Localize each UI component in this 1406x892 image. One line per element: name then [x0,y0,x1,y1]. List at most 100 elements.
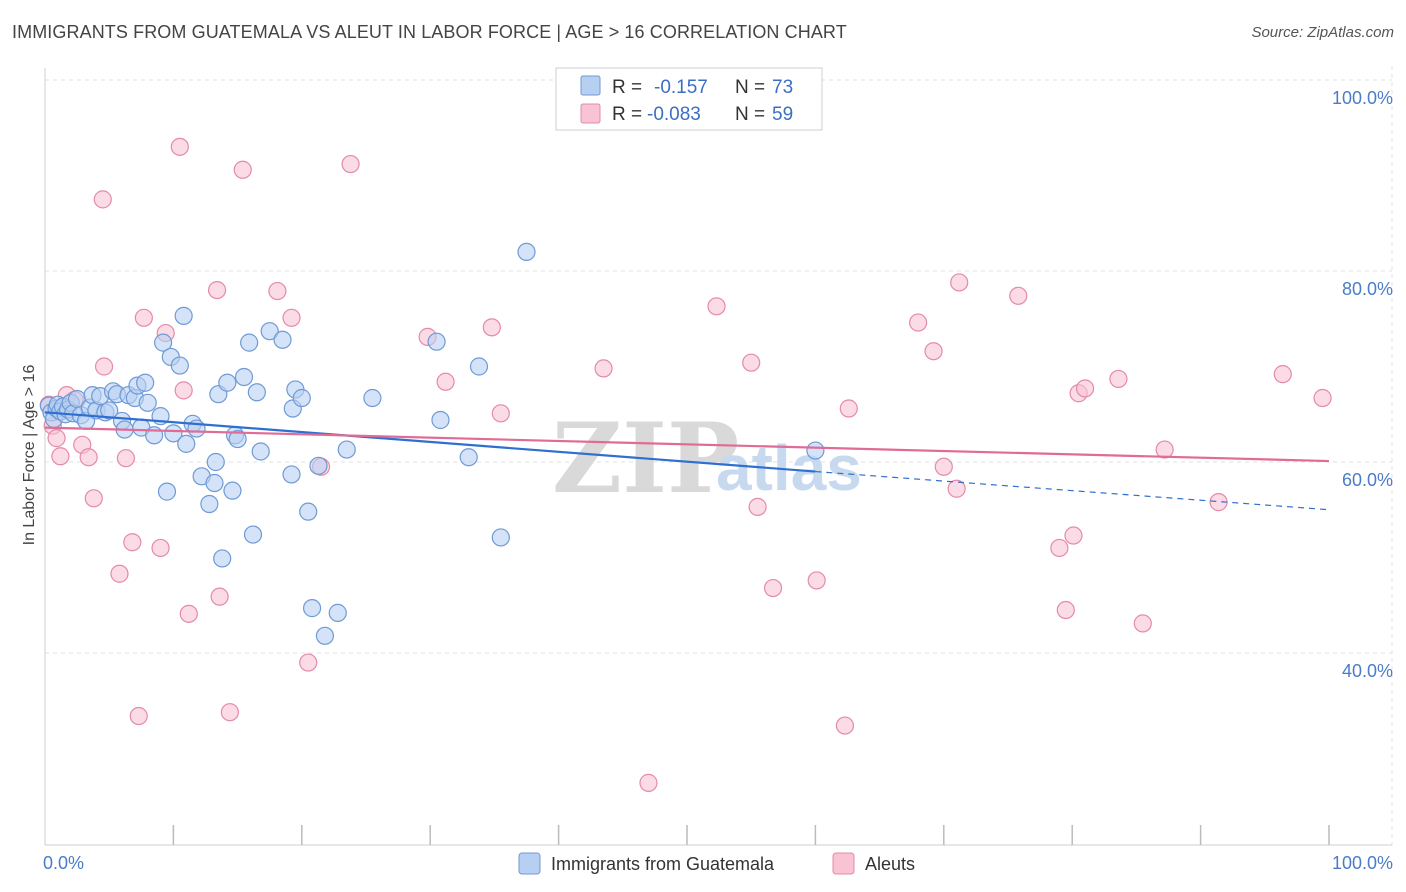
point-aleut-7 [79,448,98,467]
point-guatemala-71 [459,448,478,467]
series-legend-label-2: Aleuts [865,854,915,874]
legend-n-label-1: N = [735,77,765,98]
point-aleut-45 [934,457,953,476]
point-guatemala-54 [247,383,266,402]
point-aleut-9 [93,190,112,209]
point-guatemala-66 [328,603,347,622]
point-guatemala-68 [363,388,382,408]
point-guatemala-48 [223,481,242,500]
point-aleut-59 [1313,388,1332,408]
trendline-aleut [44,426,1330,463]
point-aleut-44 [924,342,943,361]
point-aleut-35 [639,773,658,792]
point-aleut-42 [839,399,858,418]
series-legend-swatch-blue [518,852,541,875]
point-aleut-2 [47,429,66,448]
y-tick-label-0: 100.0% [1332,88,1393,108]
point-guatemala-42 [200,494,219,514]
point-guatemala-36 [170,356,189,375]
watermark-atlas: atlas [716,432,862,504]
source-note: Source: ZipAtlas.com [1251,24,1394,41]
point-guatemala-53 [243,525,263,544]
point-guatemala-43 [205,473,224,493]
point-guatemala-57 [273,330,292,349]
point-guatemala-37 [174,306,193,325]
y-axis-label: In Labor Force | Age > 16 [21,365,38,546]
series-legend-label-1: Immigrants from Guatemala [551,854,775,874]
point-aleut-13 [123,533,142,552]
point-aleut-49 [1050,538,1069,558]
point-aleut-55 [1133,614,1152,633]
point-aleut-20 [179,604,198,623]
point-aleut-10 [94,357,114,376]
point-aleut-40 [807,571,826,590]
y-tick-label-3: 40.0% [1342,661,1393,681]
point-aleut-16 [151,538,170,558]
legend-r-value-2: -0.083 [647,104,701,125]
point-aleut-51 [1064,526,1083,545]
point-guatemala-46 [213,549,232,568]
point-aleut-15 [134,308,153,327]
trend-layer [44,411,1330,511]
legend-swatch-blue [580,75,601,96]
point-aleut-29 [341,154,360,174]
point-guatemala-32 [154,333,173,352]
point-aleut-21 [207,281,227,300]
legend-n-label-2: N = [735,104,765,125]
trendline-guatemala [44,411,816,473]
x-tick-label-1: 100.0% [1332,853,1393,873]
point-guatemala-69 [427,332,446,351]
point-aleut-48 [1009,286,1028,305]
point-guatemala-74 [517,242,536,261]
series-legend: Immigrants from Guatemala Aleuts [518,852,915,875]
point-guatemala-50 [228,429,247,449]
axis-layer: 100.0% 80.0% 60.0% 40.0% 0.0% 100.0% [43,68,1393,873]
point-guatemala-47 [218,373,237,392]
point-aleut-50 [1056,600,1075,620]
point-layer [39,137,1332,792]
point-guatemala-38 [177,434,196,453]
point-guatemala-28 [136,373,155,392]
watermark: ZIP atlas [552,402,862,515]
legend-r-label-2: R = [612,104,642,125]
point-guatemala-75 [806,441,825,460]
legend-r-label-1: R = [612,77,642,98]
x-tick-label-0: 0.0% [43,853,84,873]
point-aleut-47 [950,273,969,292]
point-guatemala-72 [469,357,489,376]
point-aleut-12 [116,449,135,468]
point-aleut-56 [1155,440,1174,459]
point-guatemala-67 [337,440,356,459]
point-guatemala-65 [315,626,335,645]
point-aleut-34 [594,359,613,378]
point-aleut-33 [491,404,510,423]
point-aleut-3 [51,447,70,466]
y-tick-label-1: 80.0% [1342,279,1393,299]
point-aleut-46 [947,479,966,498]
point-guatemala-64 [309,456,328,475]
point-aleut-27 [299,653,318,672]
point-aleut-24 [233,160,252,179]
point-guatemala-58 [282,465,301,484]
point-guatemala-29 [138,393,157,412]
point-aleut-31 [436,372,455,391]
point-aleut-19 [174,381,193,400]
point-aleut-22 [210,587,229,606]
point-aleut-58 [1273,365,1292,384]
point-aleut-54 [1109,369,1128,389]
point-guatemala-19 [100,401,119,420]
point-guatemala-70 [431,410,450,430]
point-guatemala-35 [164,424,183,443]
point-aleut-23 [220,703,239,722]
series-legend-swatch-pink [832,852,855,875]
point-aleut-26 [282,308,301,327]
trendline-guatemala-extension [815,470,1330,511]
point-aleut-38 [748,497,767,516]
point-guatemala-73 [491,528,510,547]
point-guatemala-63 [302,599,322,618]
point-guatemala-55 [251,442,270,461]
point-aleut-43 [909,313,928,332]
point-guatemala-44 [206,452,225,472]
point-aleut-18 [170,137,189,156]
